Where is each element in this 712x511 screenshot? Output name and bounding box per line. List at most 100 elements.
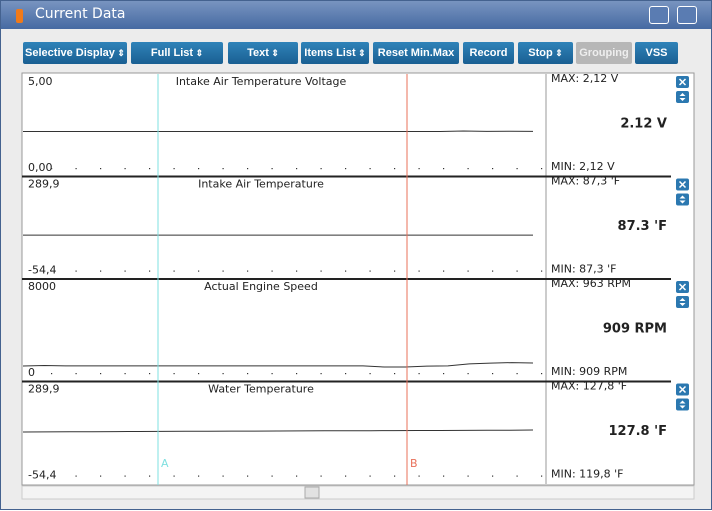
time-tick [394,373,396,375]
time-tick [198,270,200,272]
current-value: 2.12 V [620,117,667,132]
toolbar-button: Grouping [576,42,632,64]
time-tick [443,475,445,477]
time-tick [271,270,273,272]
y-min-label: 0 [28,366,35,379]
time-tick [320,270,322,272]
time-tick [492,270,494,272]
time-tick [173,373,175,375]
current-value: 127.8 'F [608,424,667,439]
time-tick [541,373,543,375]
max-label: MAX: 127,8 'F [551,380,627,393]
title-bar: Current Data [1,1,711,29]
time-tick [516,475,518,477]
icon [16,9,23,23]
close-icon [678,180,687,189]
time-tick [124,475,126,477]
time-tick [345,373,347,375]
time-tick [296,373,298,375]
time-tick [100,475,102,477]
retry-button[interactable] [649,6,669,24]
signal-name: Water Temperature [208,383,314,396]
toolbar-button[interactable]: Stop [518,42,573,64]
time-tick [467,168,469,170]
time-tick [443,168,445,170]
toolbar-button[interactable]: Full List [131,42,223,64]
close-icon [678,283,687,291]
time-tick [369,373,371,375]
move-button[interactable] [676,296,689,308]
time-tick [443,373,445,375]
time-tick [320,475,322,477]
time-tick [51,270,53,272]
time-tick [247,475,249,477]
time-tick [75,475,77,477]
time-tick [369,475,371,477]
time-tick [296,168,298,170]
time-tick [418,168,420,170]
time-tick [467,475,469,477]
move-button[interactable] [676,91,689,103]
time-tick [100,270,102,272]
move-button[interactable] [676,193,689,206]
time-tick [369,168,371,170]
toolbar-button[interactable]: Selective Display [23,42,127,64]
time-tick [124,168,126,170]
time-tick [198,475,200,477]
scrollbar[interactable] [21,485,695,500]
y-max-label: 8000 [28,280,56,293]
time-tick [222,270,224,272]
time-tick [516,270,518,272]
time-tick [247,270,249,272]
time-tick [443,270,445,272]
time-tick [418,270,420,272]
min-label: MIN: 87,3 'F [551,263,617,276]
maximize-button[interactable] [677,6,697,24]
time-tick [75,270,77,272]
y-min-label: -54,4 [28,264,56,277]
current-value: 909 RPM [603,322,667,337]
time-tick [173,270,175,272]
time-tick [222,168,224,170]
time-tick [75,373,77,375]
time-tick [516,168,518,170]
time-tick [75,168,77,170]
time-tick [492,373,494,375]
time-tick [247,373,249,375]
signal-trace [23,130,534,132]
time-tick [51,475,53,477]
toolbar-button[interactable]: Text [228,42,298,64]
time-tick [100,373,102,375]
time-tick [320,168,322,170]
cursor-label: A [161,457,169,470]
time-tick [541,475,543,477]
time-tick [124,373,126,375]
move-button[interactable] [676,398,689,411]
time-tick [222,373,224,375]
signal-name: Actual Engine Speed [204,280,318,293]
time-tick [541,270,543,272]
time-tick [51,168,53,170]
move-icon [679,195,686,204]
time-tick [51,373,53,375]
time-tick [173,475,175,477]
time-tick [247,168,249,170]
y-max-label: 5,00 [28,75,53,88]
time-tick [271,475,273,477]
time-tick [271,168,273,170]
scroll-thumb[interactable] [304,486,320,499]
toolbar-button[interactable]: Items List [301,42,369,64]
toolbar-button[interactable]: Reset Min.Max [373,42,459,64]
y-min-label: 0,00 [28,161,53,174]
max-label: MAX: 963 RPM [551,277,631,290]
time-tick [149,475,151,477]
cursor-label: B [410,457,418,470]
time-tick [198,373,200,375]
time-tick [394,270,396,272]
toolbar-button[interactable]: VSS [635,42,678,64]
time-tick [492,168,494,170]
toolbar-button[interactable]: Record [463,42,514,64]
move-icon [679,93,686,101]
time-tick [418,373,420,375]
